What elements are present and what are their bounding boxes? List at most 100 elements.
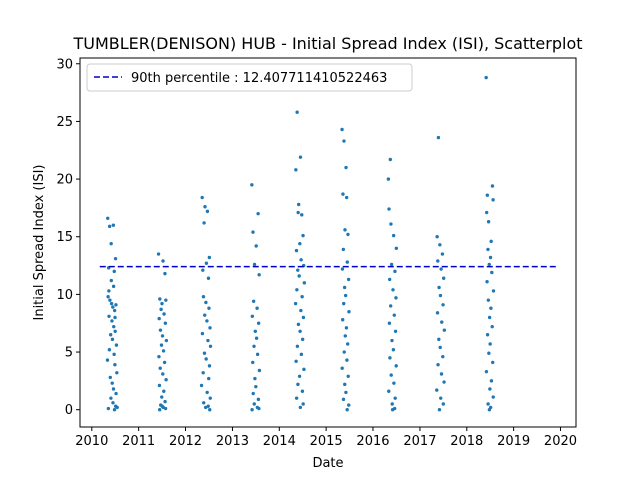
scatter-point [487,408,492,412]
scatter-point [111,284,116,289]
scatter-point [491,198,495,202]
scatter-point [112,324,116,329]
scatter-point [157,383,162,388]
scatter-point [346,232,350,237]
plot-frame [79,57,577,428]
scatter-point [110,337,115,342]
scatter-point [252,262,257,267]
scatter-point [256,321,261,325]
scatter-point [391,348,396,352]
scatter-point [256,211,260,216]
scatter-point [160,334,165,338]
x-tick-label: 2018 [450,434,483,449]
scatter-point [113,315,117,320]
scatter-point [203,313,207,317]
scatter-point [257,406,261,411]
scatter-point [300,213,304,217]
scatter-point [387,207,391,211]
scatter-point [253,376,257,381]
scatter-point [301,233,305,238]
scatter-point [297,274,301,278]
scatter-point [489,239,493,244]
scatter-point [440,320,444,324]
scatter-point [298,329,302,333]
scatter-point [435,235,439,239]
scatter-point [158,328,163,332]
y-tick-label: 15 [56,230,73,245]
x-tick-label: 2015 [310,434,343,449]
scatter-point [113,363,117,367]
x-axis: 2010 2011 2012 2013 2014 2015 2016 2017 2018 2019… [75,427,577,449]
scatter-point [201,371,205,375]
scatter-point [438,345,442,350]
scatter-point [301,402,305,406]
scatter-point [393,396,397,400]
scatter-point [342,285,347,290]
y-axis-title: Initial Spread Index (ISI) [32,165,47,321]
scatter-point [161,259,165,263]
scatter-point [163,406,168,411]
scatter-point [107,224,112,229]
scatter-point [296,322,301,327]
scatter-point [436,363,440,367]
scatter-point [346,374,350,378]
scatter-point [345,260,350,264]
scatter-point [257,368,262,373]
scatter-point [484,369,489,374]
scatter-point [110,319,114,323]
scatter-point [484,75,488,80]
scatter-point [111,401,115,405]
scatter-point [341,247,346,252]
scatter-point [296,210,300,215]
scatter-point [113,256,118,261]
scatter-point [256,397,261,402]
scatter-point [343,228,347,232]
scatter-point [109,241,113,246]
scatter-point [253,329,258,333]
scatter-point [106,216,110,220]
scatter-point [107,289,111,293]
scatter-point [115,371,119,375]
scatter-point [441,276,446,280]
scatter-point [158,366,162,370]
scatter-point [250,408,254,412]
y-axis: 0 5 10 15 20 25 30 [56,57,80,418]
scatter-point [113,329,117,333]
scatter-point [391,288,395,292]
scatter-point [162,312,166,316]
scatter-point [489,306,493,310]
scatter-point [439,267,443,271]
scatter-point [394,364,398,368]
scatter-point [393,329,398,333]
legend-box [86,63,413,92]
scatter-point [159,307,163,312]
scatter-point [206,338,210,343]
y-tick-label: 10 [56,288,73,303]
y-tick-label: 30 [56,57,73,72]
scatter-point [299,308,303,313]
scatter-point [491,395,495,399]
scatter-point [341,192,345,196]
y-tick-label: 20 [56,173,73,188]
scatter-point [164,298,168,302]
scatter-point [109,396,113,400]
x-tick-label: 2013 [216,434,249,449]
scatter-point [202,351,207,355]
scatter-point [294,396,299,400]
scatter-point [202,221,206,225]
scatter-point [208,344,213,348]
scatter-point [108,375,112,380]
scatter-point [386,177,391,181]
x-tick-label: 2012 [169,434,202,449]
scatter-point [296,382,300,387]
scatter-point [157,354,161,359]
scatter-point [491,360,495,365]
scatter-point [164,338,169,343]
scatter-point [200,331,205,336]
scatter-point [161,372,165,376]
scatter-point [389,222,393,226]
scatter-point [490,184,495,188]
scatter-point [436,259,440,263]
scatter-point [439,396,443,400]
scatter-point [297,374,302,378]
